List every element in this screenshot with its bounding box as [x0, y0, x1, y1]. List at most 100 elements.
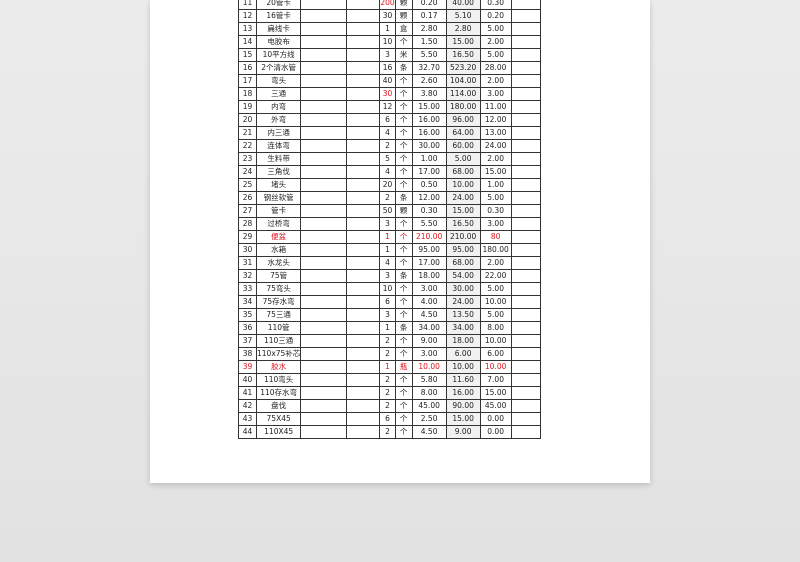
cell-unit: 个	[394, 152, 413, 166]
cell-cost: 11.00	[479, 100, 512, 114]
cell-empty	[346, 347, 381, 361]
cell-empty	[346, 87, 381, 101]
cell-cost: 10.00	[479, 360, 512, 374]
cell-unit: 个	[394, 113, 413, 127]
cell-empty	[346, 9, 381, 23]
cell-qty: 1	[379, 230, 396, 244]
cell-no: 37	[238, 334, 257, 348]
cell-empty	[510, 178, 541, 192]
cell-empty	[346, 152, 381, 166]
cell-no: 23	[238, 152, 257, 166]
table-row: 42 盘伐 2 个 45.00 90.00 45.00	[238, 399, 541, 413]
cell-empty	[300, 87, 348, 101]
cell-price: 4.00	[411, 295, 447, 309]
cell-unit: 米	[394, 48, 413, 62]
cell-empty	[510, 321, 541, 335]
cell-cost: 15.00	[479, 165, 512, 179]
cell-unit: 个	[394, 412, 413, 426]
cell-empty	[510, 295, 541, 309]
cell-no: 31	[238, 256, 257, 270]
cell-empty	[346, 139, 381, 153]
cell-empty	[300, 204, 348, 218]
cell-empty	[346, 113, 381, 127]
cell-qty: 1	[379, 22, 396, 36]
cell-price: 95.00	[411, 243, 447, 257]
cell-empty	[510, 126, 541, 140]
cell-price: 45.00	[411, 399, 447, 413]
cell-price: 4.50	[411, 425, 447, 439]
cell-qty: 16	[379, 61, 396, 75]
table-row: 36 110管 1 条 34.00 34.00 8.00	[238, 321, 541, 335]
table-row: 16 2个清水管 16 条 32.70 523.20 28.00	[238, 61, 541, 75]
cell-no: 38	[238, 347, 257, 361]
cell-qty: 6	[379, 295, 396, 309]
cell-cost: 5.00	[479, 48, 512, 62]
table-row: 19 内弯 12 个 15.00 180.00 11.00	[238, 100, 541, 114]
cell-no: 15	[238, 48, 257, 62]
cell-unit: 个	[394, 230, 413, 244]
cell-no: 11	[238, 0, 257, 10]
cell-qty: 2	[379, 139, 396, 153]
cell-cost: 10.00	[479, 295, 512, 309]
cell-name: 110存水弯	[255, 386, 302, 400]
cell-empty	[300, 74, 348, 88]
cell-empty	[300, 399, 348, 413]
cell-empty	[300, 113, 348, 127]
cell-empty	[346, 243, 381, 257]
cell-empty	[346, 48, 381, 62]
cell-name: 外弯	[255, 113, 302, 127]
cell-no: 33	[238, 282, 257, 296]
cell-name: 胶水	[255, 360, 302, 374]
cell-no: 13	[238, 22, 257, 36]
table-row: 22 连体弯 2 个 30.00 60.00 24.00	[238, 139, 541, 153]
cell-no: 36	[238, 321, 257, 335]
cell-name: 内三通	[255, 126, 302, 140]
table-row: 35 75三通 3 个 4.50 13.50 5.00	[238, 308, 541, 322]
cell-unit: 颗	[394, 9, 413, 23]
cell-empty	[346, 282, 381, 296]
cell-no: 27	[238, 204, 257, 218]
cell-cost: 45.00	[479, 399, 512, 413]
cell-empty	[346, 269, 381, 283]
cell-empty	[300, 256, 348, 270]
cell-empty	[346, 256, 381, 270]
cell-empty	[346, 204, 381, 218]
cell-qty: 3	[379, 48, 396, 62]
cell-empty	[300, 373, 348, 387]
cell-no: 25	[238, 178, 257, 192]
cell-unit: 个	[394, 74, 413, 88]
cell-empty	[510, 100, 541, 114]
document-page: 11 20管卡 200 颗 0.20 40.00 0.30 12 16管卡 30 颗 0.17 5.10…	[150, 0, 650, 483]
cell-amount: 64.00	[445, 126, 481, 140]
cell-amount: 180.00	[445, 100, 481, 114]
cell-unit: 个	[394, 256, 413, 270]
cell-empty	[346, 399, 381, 413]
cell-qty: 3	[379, 308, 396, 322]
cell-empty	[510, 22, 541, 36]
cell-qty: 2	[379, 191, 396, 205]
cell-name: 75存水弯	[255, 295, 302, 309]
cell-empty	[510, 165, 541, 179]
cell-empty	[300, 152, 348, 166]
cell-unit: 个	[394, 217, 413, 231]
cell-amount: 54.00	[445, 269, 481, 283]
cell-empty	[510, 9, 541, 23]
cell-empty	[510, 399, 541, 413]
cell-cost: 8.00	[479, 321, 512, 335]
cell-no: 12	[238, 9, 257, 23]
cell-qty: 2	[379, 386, 396, 400]
cell-cost: 2.00	[479, 256, 512, 270]
table-row: 18 三通 30 个 3.80 114.00 3.00	[238, 87, 541, 101]
cell-name: 扁线卡	[255, 22, 302, 36]
cell-amount: 5.00	[445, 152, 481, 166]
cell-name: 便盆	[255, 230, 302, 244]
cell-name: 三通	[255, 87, 302, 101]
cell-qty: 2	[379, 373, 396, 387]
cell-unit: 个	[394, 334, 413, 348]
cell-empty	[510, 386, 541, 400]
cell-qty: 1	[379, 321, 396, 335]
cell-empty	[300, 308, 348, 322]
cell-cost: 6.00	[479, 347, 512, 361]
cell-no: 24	[238, 165, 257, 179]
cell-name: 生料带	[255, 152, 302, 166]
